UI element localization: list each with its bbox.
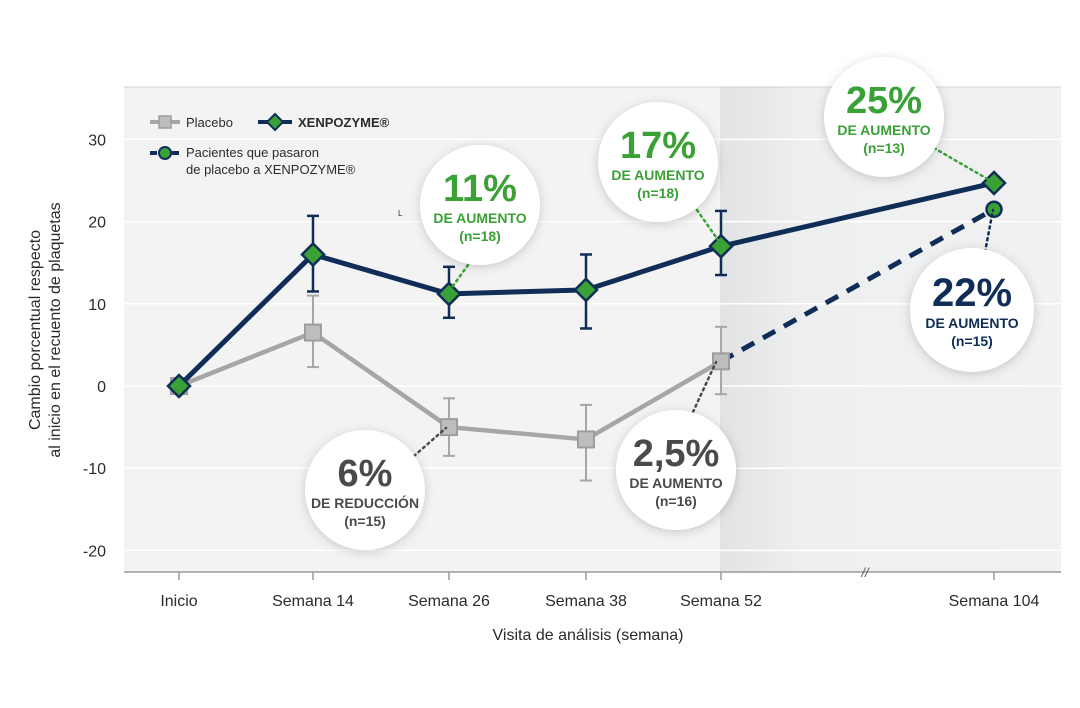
y-axis-title-line-2: al inicio en el recuento de plaquetas xyxy=(47,202,64,457)
x-tick-label: Semana 104 xyxy=(949,593,1040,610)
x-tick-label: Semana 38 xyxy=(545,593,627,610)
callout-label: DE AUMENTO xyxy=(611,167,704,183)
x-tick-label: Inicio xyxy=(160,593,197,610)
series-line xyxy=(719,207,996,364)
data-point-diamond xyxy=(436,281,462,307)
data-point-diamond xyxy=(166,373,192,399)
callout-value: 25% xyxy=(846,80,922,122)
callout-value: 11% xyxy=(443,168,517,210)
callout-bubble xyxy=(824,57,944,177)
callout-count: (n=15) xyxy=(951,333,993,349)
legend-switch-label-line-2: de placebo a XENPOZYME® xyxy=(186,162,356,177)
axis-break-mark: // xyxy=(860,565,870,580)
callout-4: 6%DE REDUCCIÓN (n=15) xyxy=(305,426,448,550)
callout-value: 2,5% xyxy=(633,433,720,475)
data-point-square xyxy=(577,430,595,449)
series xyxy=(166,170,1007,482)
legend-switch-circle xyxy=(158,146,172,160)
callout-label: DE AUMENTO xyxy=(837,122,930,138)
series-1 xyxy=(166,170,1007,399)
callout-count: (n=18) xyxy=(637,185,679,201)
callout-2: 25%DE AUMENTO (n=13) xyxy=(824,57,993,183)
x-tick-label: Semana 52 xyxy=(680,593,762,610)
callout-label: DE REDUCCIÓN xyxy=(311,494,419,511)
callout-bubble xyxy=(305,430,425,550)
callouts: 11%DE AUMENTO(n=18)17%DE AUMENTO(n=18)25… xyxy=(305,57,1034,550)
data-point-diamond xyxy=(573,277,599,303)
legend-placebo-square xyxy=(158,115,172,129)
y-tick-label: -20 xyxy=(83,543,106,560)
data-point-diamond xyxy=(708,233,734,260)
x-axis-title: Visita de análisis (semana) xyxy=(493,627,684,644)
callout-connector xyxy=(412,426,448,458)
y-tick-label: 20 xyxy=(88,215,106,232)
callout-value: 6% xyxy=(338,453,393,495)
legend-xenpozyme-diamond xyxy=(265,112,285,132)
callout-connector xyxy=(932,146,993,183)
x-tick-label: Semana 14 xyxy=(272,593,354,610)
callout-connector xyxy=(448,263,470,292)
callout-0: 11%DE AUMENTO (n=18) xyxy=(420,145,540,292)
series-line xyxy=(177,180,995,388)
stray-mark: L xyxy=(398,209,403,218)
data-point-square xyxy=(304,323,322,342)
callout-value: 17% xyxy=(620,125,696,167)
y-tick-label: -10 xyxy=(83,461,106,478)
axes: 30 20 10 0 -10 -20 Inicio Semana 14 Semana 26 Sem… xyxy=(27,132,1061,644)
callout-3: 22%DE AUMENTO (n=15) xyxy=(910,208,1034,372)
gridlines xyxy=(124,138,1061,552)
callout-connector xyxy=(691,360,718,414)
y-tick-label: 0 xyxy=(97,379,106,396)
data-point-diamond xyxy=(300,241,326,268)
legend-switch-label-line-1: Pacientes que pasaron xyxy=(186,145,319,160)
data-point-square xyxy=(712,352,730,371)
y-tick-label: 30 xyxy=(88,132,106,149)
callout-count: (n=18) xyxy=(459,228,501,244)
y-tick-label: 10 xyxy=(88,297,106,314)
callout-label: DE AUMENTO xyxy=(433,210,526,226)
callout-label: DE AUMENTO xyxy=(925,315,1018,331)
legend-xenpozyme-label: XENPOZYME® xyxy=(298,115,390,130)
callout-count: (n=16) xyxy=(655,493,697,509)
callout-value: 22% xyxy=(932,271,1012,315)
callout-bubble xyxy=(598,102,718,222)
callout-bubble xyxy=(616,410,736,530)
callout-count: (n=13) xyxy=(863,140,905,156)
y-axis-title-line-1: Cambio porcentual respecto xyxy=(27,230,44,430)
callout-connector xyxy=(983,208,995,254)
callout-1: 17%DE AUMENTO (n=18) xyxy=(598,102,720,242)
y-axis-title: Cambio porcentual respecto al inicio en e… xyxy=(27,202,64,457)
legend: Placebo XENPOZYME® Pacientes que pasaron de… xyxy=(150,112,390,177)
callout-bubble xyxy=(420,145,540,265)
data-point-square xyxy=(440,418,458,437)
legend-placebo-label: Placebo xyxy=(186,115,233,130)
callout-5: 2,5%DE AUMENTO (n=16) xyxy=(616,360,736,530)
callout-connector xyxy=(695,208,720,242)
callout-bubble xyxy=(910,248,1034,372)
x-tick-label: Semana 26 xyxy=(408,593,490,610)
callout-label: DE AUMENTO xyxy=(629,475,722,491)
callout-count: (n=15) xyxy=(344,513,386,529)
